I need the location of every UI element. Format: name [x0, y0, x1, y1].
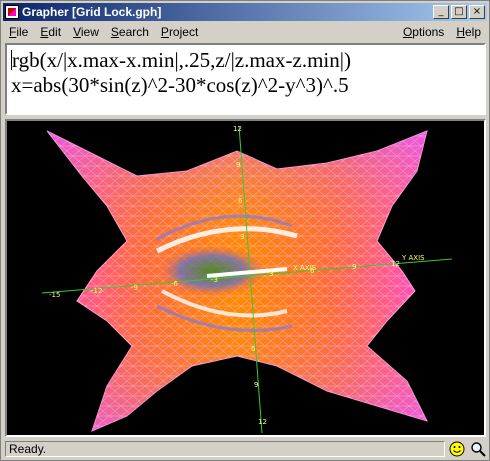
- magnifier-icon[interactable]: [469, 440, 487, 458]
- tick-label-h-left-0: -15: [49, 291, 60, 299]
- menu-options[interactable]: Options: [402, 25, 445, 39]
- tick-label-h-left-1: -12: [91, 287, 102, 295]
- menu-search[interactable]: Search: [110, 25, 149, 39]
- tick-label-v-bot-2: 12: [258, 418, 267, 426]
- status-bar: Ready.: [3, 439, 487, 459]
- formula-line-2[interactable]: x=abs(30*sin(z)^2-30*cos(z)^2-y^3)^.5: [11, 73, 349, 97]
- tick-label-v-bot-1: 9: [254, 381, 258, 389]
- menu-view[interactable]: View: [73, 25, 99, 39]
- surface-plot: [46, 130, 428, 432]
- vertical-axis: [238, 125, 263, 434]
- status-text: Ready.: [5, 441, 445, 457]
- close-button[interactable]: ×: [469, 5, 485, 19]
- tick-label-h-right-3: 12: [391, 260, 400, 268]
- tick-label-h-right-2: 9: [352, 263, 356, 271]
- formula-line-1[interactable]: rgb(x/|x.max-x.min|,.25,z/|z.max-z.min|): [11, 48, 351, 72]
- graph-canvas[interactable]: 12 9 6 3 6 9 12 -15 -12 -9 -6 -3 3 6 9 1…: [7, 121, 484, 435]
- tick-label-v-top-0: 12: [233, 125, 242, 133]
- smiley-icon[interactable]: [448, 440, 466, 458]
- tick-label-h-left-4: -3: [211, 276, 218, 284]
- tick-label-h-right-1: 6: [310, 267, 315, 275]
- axis-label-y: Y AXIS: [401, 254, 425, 262]
- axis-label-x: X AXIS: [293, 264, 317, 272]
- tick-label-h-left-3: -6: [171, 280, 179, 288]
- app-icon[interactable]: [5, 5, 19, 19]
- tick-label-v-top-2: 6: [238, 197, 243, 205]
- text-caret: [11, 50, 12, 70]
- formula-editor[interactable]: rgb(x/|x.max-x.min|,.25,z/|z.max-z.min|)…: [5, 43, 486, 115]
- menu-bar: File Edit View Search Project Options He…: [3, 23, 487, 41]
- menu-project[interactable]: Project: [160, 25, 199, 39]
- menu-edit[interactable]: Edit: [40, 25, 62, 39]
- graph-viewport[interactable]: 12 9 6 3 6 9 12 -15 -12 -9 -6 -3 3 6 9 1…: [5, 119, 486, 437]
- tick-label-h-left-2: -9: [131, 284, 138, 292]
- minimize-button[interactable]: _: [433, 5, 449, 19]
- tick-label-v-bot-0: 6: [251, 345, 256, 353]
- horizontal-axis: [41, 258, 453, 294]
- window-title: Grapher [Grid Lock.gph]: [22, 5, 162, 19]
- maximize-button[interactable]: □: [451, 5, 467, 19]
- axes: [41, 125, 453, 434]
- tick-label-h-right-0: 3: [269, 270, 273, 278]
- menu-help[interactable]: Help: [456, 25, 481, 39]
- tick-label-v-top-1: 9: [236, 161, 240, 169]
- tick-label-v-top-3: 3: [240, 233, 244, 241]
- menu-file[interactable]: File: [9, 25, 29, 39]
- axis-origin-highlight: [206, 267, 288, 278]
- title-bar[interactable]: Grapher [Grid Lock.gph] _ □ ×: [3, 3, 487, 21]
